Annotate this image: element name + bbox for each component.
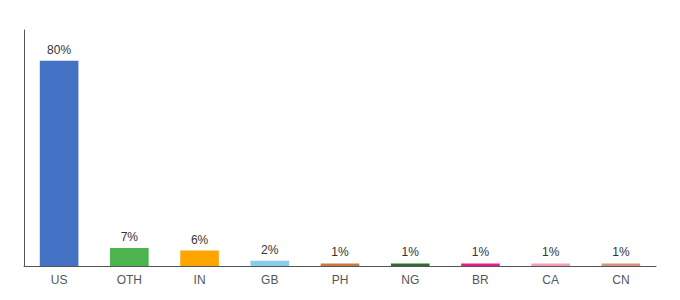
- svg-text:1%: 1%: [612, 245, 630, 259]
- svg-text:7%: 7%: [121, 230, 139, 244]
- svg-text:2%: 2%: [261, 243, 279, 257]
- svg-text:PH: PH: [332, 273, 349, 287]
- svg-text:1%: 1%: [472, 245, 490, 259]
- svg-text:US: US: [51, 273, 68, 287]
- svg-text:GB: GB: [261, 273, 278, 287]
- svg-text:80%: 80%: [47, 43, 71, 57]
- svg-text:6%: 6%: [191, 233, 209, 247]
- svg-text:1%: 1%: [331, 245, 349, 259]
- svg-text:BR: BR: [472, 273, 489, 287]
- svg-text:1%: 1%: [402, 245, 420, 259]
- svg-text:1%: 1%: [542, 245, 560, 259]
- svg-text:CN: CN: [612, 273, 629, 287]
- svg-text:CA: CA: [542, 273, 559, 287]
- svg-text:IN: IN: [194, 273, 206, 287]
- svg-text:OTH: OTH: [117, 273, 142, 287]
- svg-text:NG: NG: [401, 273, 419, 287]
